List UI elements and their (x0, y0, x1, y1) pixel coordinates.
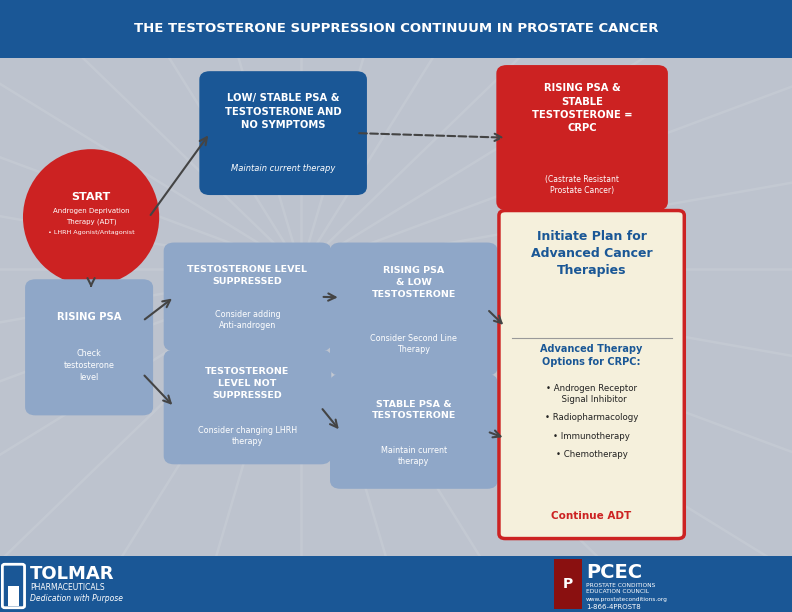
FancyBboxPatch shape (331, 375, 497, 488)
Bar (0, 49, 792, 557)
Text: Maintain current
therapy: Maintain current therapy (381, 446, 447, 466)
FancyBboxPatch shape (499, 211, 684, 539)
Bar (554, 559, 582, 609)
Text: Check
testosterone
level: Check testosterone level (63, 349, 115, 381)
Text: Initiate Plan for
Advanced Cancer
Therapies: Initiate Plan for Advanced Cancer Therap… (531, 230, 653, 277)
Text: • Immunotherapy: • Immunotherapy (553, 431, 630, 441)
Text: RISING PSA
& LOW
TESTOSTERONE: RISING PSA & LOW TESTOSTERONE (371, 266, 456, 299)
Text: Consider adding
Anti-androgen: Consider adding Anti-androgen (215, 310, 280, 330)
Text: • Chemotherapy: • Chemotherapy (556, 450, 627, 459)
Text: Maintain current therapy: Maintain current therapy (231, 164, 335, 173)
Text: P: P (563, 577, 573, 591)
Bar (8, 586, 19, 606)
Text: TESTOSTERONE LEVEL
SUPPRESSED: TESTOSTERONE LEVEL SUPPRESSED (188, 266, 307, 286)
Bar (0, 556, 792, 612)
Text: THE TESTOSTERONE SUPPRESSION CONTINUUM IN PROSTATE CANCER: THE TESTOSTERONE SUPPRESSION CONTINUUM I… (134, 22, 658, 35)
FancyBboxPatch shape (200, 72, 366, 194)
Text: Therapy (ADT): Therapy (ADT) (66, 218, 116, 225)
Text: (Castrate Resistant
Prostate Cancer): (Castrate Resistant Prostate Cancer) (545, 175, 619, 195)
Text: • Androgen Receptor
  Signal Inhibitor: • Androgen Receptor Signal Inhibitor (546, 384, 637, 405)
Text: STABLE PSA &
TESTOSTERONE: STABLE PSA & TESTOSTERONE (371, 400, 456, 420)
Text: Advanced Therapy
Options for CRPC:: Advanced Therapy Options for CRPC: (540, 344, 643, 367)
Text: TOLMAR: TOLMAR (30, 565, 115, 583)
FancyBboxPatch shape (26, 280, 152, 414)
FancyBboxPatch shape (165, 244, 330, 350)
Text: www.prostateconditions.org: www.prostateconditions.org (586, 597, 668, 602)
Text: PCEC: PCEC (586, 562, 642, 582)
Ellipse shape (23, 149, 159, 285)
Text: PHARMACEUTICALS: PHARMACEUTICALS (30, 583, 105, 592)
Text: • LHRH Agonist/Antagonist: • LHRH Agonist/Antagonist (48, 230, 135, 235)
Text: Androgen Deprivation: Androgen Deprivation (53, 208, 129, 214)
Text: PROSTATE CONDITIONS: PROSTATE CONDITIONS (586, 583, 656, 588)
Text: EDUCATION COUNCIL: EDUCATION COUNCIL (586, 589, 649, 594)
FancyBboxPatch shape (165, 351, 330, 463)
Text: TESTOSTERONE
LEVEL NOT
SUPPRESSED: TESTOSTERONE LEVEL NOT SUPPRESSED (205, 367, 290, 400)
Text: 1-866-4PROST8: 1-866-4PROST8 (586, 604, 641, 610)
Text: LOW/ STABLE PSA &
TESTOSTERONE AND
NO SYMPTOMS: LOW/ STABLE PSA & TESTOSTERONE AND NO SY… (225, 94, 341, 130)
Text: Continue ADT: Continue ADT (551, 511, 632, 521)
Text: • Radiopharmacology: • Radiopharmacology (545, 413, 638, 422)
Text: Consider changing LHRH
therapy: Consider changing LHRH therapy (198, 427, 297, 446)
FancyBboxPatch shape (497, 66, 667, 209)
Text: RISING PSA &
STABLE
TESTOSTERONE =
CRPC: RISING PSA & STABLE TESTOSTERONE = CRPC (532, 83, 632, 133)
Text: Consider Second Line
Therapy: Consider Second Line Therapy (371, 334, 457, 354)
Bar (0, 0, 792, 58)
Text: START: START (71, 192, 111, 202)
Text: RISING PSA: RISING PSA (57, 313, 121, 323)
FancyBboxPatch shape (331, 244, 497, 375)
Text: Dedication with Purpose: Dedication with Purpose (30, 594, 123, 603)
